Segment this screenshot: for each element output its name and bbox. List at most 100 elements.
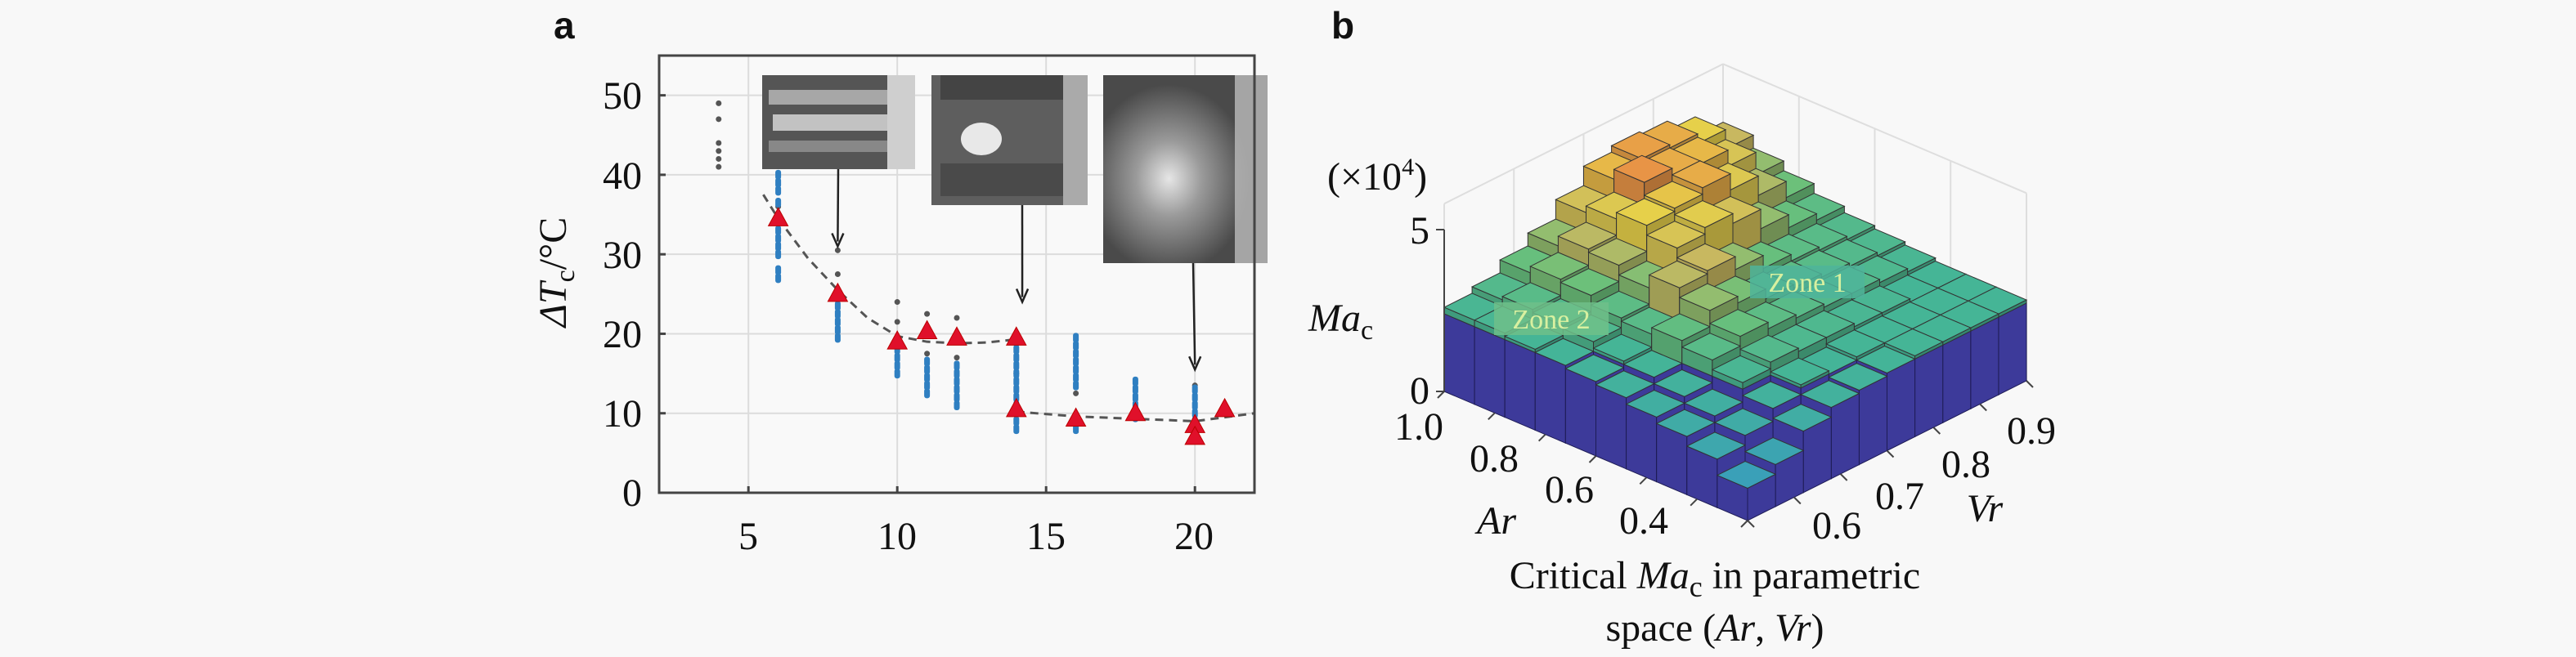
data-point-blue	[954, 360, 960, 371]
bar-top	[1769, 357, 1830, 386]
data-point-blue	[775, 233, 782, 244]
back-gridline	[1722, 63, 2027, 194]
data-point-black	[716, 100, 722, 106]
bar-top	[1744, 436, 1805, 465]
data-point-blue	[775, 241, 782, 252]
data-point-blue	[954, 400, 960, 410]
data-point-blue	[1013, 376, 1020, 387]
vr-tick	[1886, 449, 1895, 458]
inset-image-2	[931, 75, 1088, 205]
data-point-blue	[1073, 333, 1079, 343]
bar-side	[1858, 375, 1887, 466]
bar-side	[1942, 330, 1972, 424]
ar-tick	[1639, 476, 1648, 485]
arrow-head-icon	[1188, 355, 1202, 373]
data-point-blue	[834, 301, 841, 311]
bar-top	[1673, 200, 1735, 229]
bar-side	[1595, 384, 1627, 470]
data-point-blue	[894, 369, 900, 379]
bar-top	[1610, 131, 1671, 159]
data-point-blue	[834, 324, 841, 335]
vr-tick-label: 0.6	[1812, 504, 1861, 548]
data-point-black	[716, 163, 722, 170]
data-point-black	[1073, 390, 1079, 396]
bar-top	[1681, 333, 1742, 361]
data-point-black	[924, 351, 931, 357]
bar-side	[1504, 338, 1536, 431]
bar-top	[1671, 160, 1732, 189]
vr-tick	[1839, 473, 1848, 481]
bar-side	[1534, 351, 1566, 444]
data-point-blue	[834, 333, 841, 343]
caption-line-2: space (Ar, Vr)	[1606, 606, 1824, 650]
vr-tick	[1979, 403, 1987, 412]
data-point-blue	[1013, 384, 1020, 395]
data-point-blue	[775, 273, 782, 284]
data-point-black	[716, 155, 722, 162]
data-point-triangle	[827, 282, 849, 302]
vr-tick	[2026, 380, 2034, 388]
bar-top	[1648, 260, 1709, 288]
back-gridline	[1443, 63, 1724, 205]
x-tick-label: 5	[738, 515, 758, 558]
data-point-triangle	[1005, 326, 1027, 346]
data-point-blue	[775, 265, 782, 275]
data-point-black	[716, 116, 722, 123]
data-point-blue	[1192, 392, 1198, 403]
inset-image-1	[762, 75, 915, 169]
vr-axis-label: Vr	[1967, 487, 2004, 530]
data-point-blue	[1073, 380, 1079, 391]
data-point-triangle	[946, 326, 967, 346]
panel-a-insets	[762, 75, 1268, 263]
vr-tick-label: 0.8	[1941, 443, 1990, 486]
data-point-blue	[1013, 360, 1020, 371]
data-point-black	[954, 315, 960, 321]
panel-b-axes	[1436, 229, 2034, 528]
vr-tick	[1747, 520, 1755, 528]
data-point-blue	[1073, 356, 1079, 367]
panel-a-marks	[716, 100, 1255, 445]
data-point-blue	[775, 169, 782, 180]
y-tick-label: 30	[603, 234, 642, 277]
ar-tick-label: 0.4	[1619, 499, 1668, 543]
ar-tick	[1537, 433, 1546, 442]
zone-1-label: Zone 1	[1750, 266, 1865, 298]
data-point-blue	[894, 360, 900, 371]
ar-tick	[1588, 455, 1597, 463]
data-point-triangle	[1005, 397, 1027, 418]
ar-tick-label: 0.8	[1470, 437, 1519, 480]
bar-side	[1914, 344, 1944, 438]
data-point-black	[834, 247, 841, 253]
zone-2-label: Zone 2	[1494, 302, 1609, 335]
bar-side	[1970, 316, 1999, 410]
y-tick-label: 10	[603, 392, 642, 436]
vr-tick	[1932, 427, 1941, 435]
panel-label-a: a	[554, 4, 575, 47]
caption-line-1: Critical Mac in parametric	[1510, 554, 1920, 603]
data-point-blue	[775, 249, 782, 260]
data-point-blue	[1073, 348, 1079, 359]
data-point-blue	[1013, 352, 1020, 363]
svg-text:Zone 2: Zone 2	[1512, 305, 1590, 335]
x-tick-label: 15	[1026, 515, 1066, 558]
bar-top	[1615, 198, 1676, 226]
data-point-blue	[1073, 364, 1079, 375]
bar	[1716, 460, 1777, 521]
arrow-head-icon	[1015, 288, 1030, 305]
data-point-triangle	[1214, 397, 1236, 418]
data-point-blue	[924, 380, 931, 391]
bar-side	[1887, 358, 1916, 452]
bar-top	[1828, 363, 1888, 391]
data-point-blue	[1013, 416, 1020, 427]
data-point-blue	[1132, 384, 1138, 395]
inset-arrow	[1192, 262, 1196, 365]
data-point-blue	[954, 376, 960, 387]
data-point-black	[924, 311, 931, 317]
ar-tick	[1690, 498, 1698, 507]
data-point-blue	[954, 384, 960, 395]
data-point-triangle	[886, 330, 909, 350]
data-point-blue	[1192, 384, 1198, 395]
data-point-blue	[834, 316, 841, 327]
data-point-blue	[1013, 392, 1020, 403]
